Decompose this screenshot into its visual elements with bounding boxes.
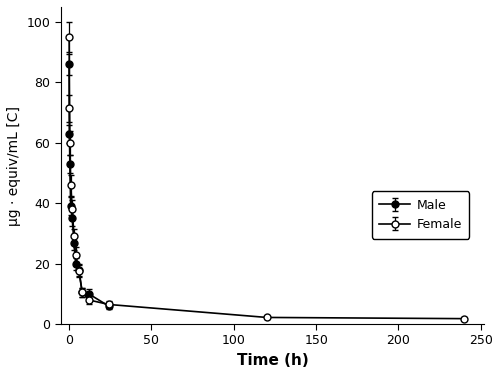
Legend: Male, Female: Male, Female (372, 191, 470, 238)
Y-axis label: μg · equiv/mL [C]: μg · equiv/mL [C] (7, 105, 21, 225)
X-axis label: Time (h): Time (h) (236, 353, 308, 368)
